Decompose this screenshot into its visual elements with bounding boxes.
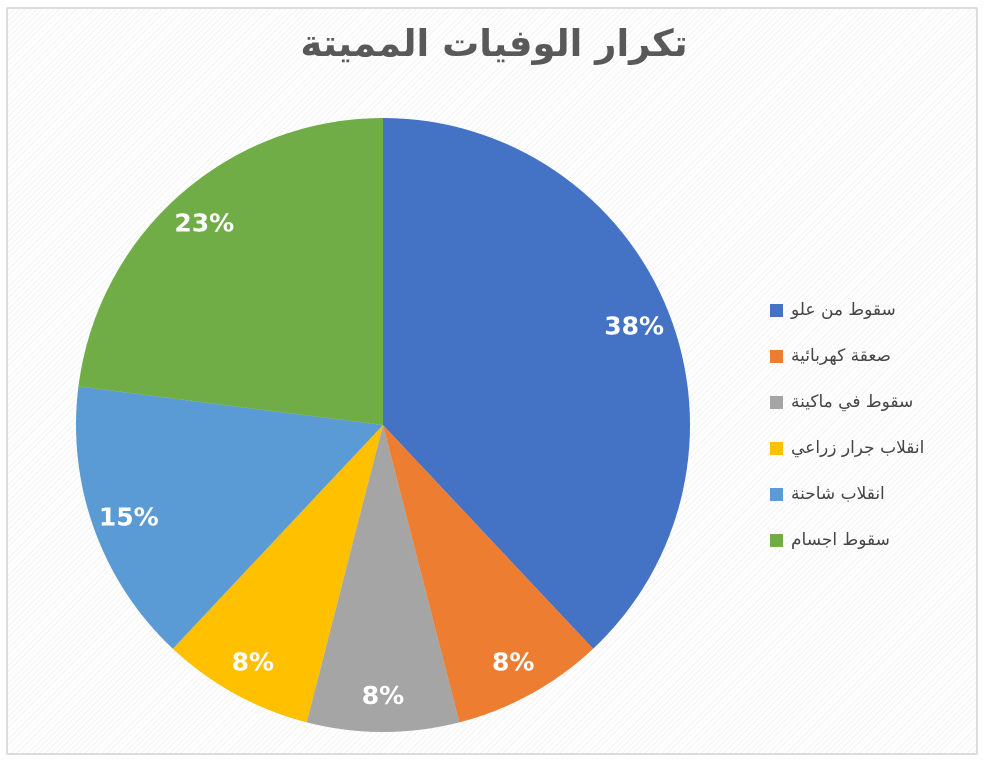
legend-item-5[interactable]: سقوط اجسام [770,517,924,563]
legend-label: انقلاب جرار زراعي [791,438,925,458]
legend-swatch-icon [770,303,783,317]
legend-swatch-icon [770,441,783,455]
legend-label: سقوط في ماكينة [791,392,914,412]
legend-item-0[interactable]: سقوط من علو [770,287,924,333]
legend-swatch-icon [770,349,783,363]
legend-label: انقلاب شاحنة [791,484,885,504]
legend-item-1[interactable]: صعقة كهربائية [770,333,924,379]
chart-title: تكرار الوفيات المميتة [300,22,688,65]
legend-swatch-icon [770,487,783,501]
legend: سقوط من علو صعقة كهربائية سقوط في ماكينة… [770,287,924,563]
pie-slice-label-0: 38% [604,312,664,341]
pie-slice-5[interactable] [78,118,384,425]
legend-label: سقوط اجسام [791,530,890,550]
pie-slice-label-1: 8% [492,648,534,677]
legend-label: سقوط من علو [791,300,896,320]
legend-item-3[interactable]: انقلاب جرار زراعي [770,425,924,471]
pie-slice-label-5: 23% [174,208,234,237]
pie-slice-0[interactable] [383,118,691,649]
legend-swatch-icon [770,395,783,409]
pie-slice-4[interactable] [75,386,384,649]
legend-label: صعقة كهربائية [791,346,891,366]
pie-slice-label-3: 8% [232,648,274,677]
legend-item-2[interactable]: سقوط في ماكينة [770,379,924,425]
pie-slice-2[interactable] [306,425,460,733]
legend-swatch-icon [770,533,783,547]
pie-slice-label-2: 8% [362,681,404,710]
pie-slice-1[interactable] [383,425,594,723]
pie-slice-label-4: 15% [99,503,159,532]
pie-slice-3[interactable] [172,425,383,723]
legend-item-4[interactable]: انقلاب شاحنة [770,471,924,517]
